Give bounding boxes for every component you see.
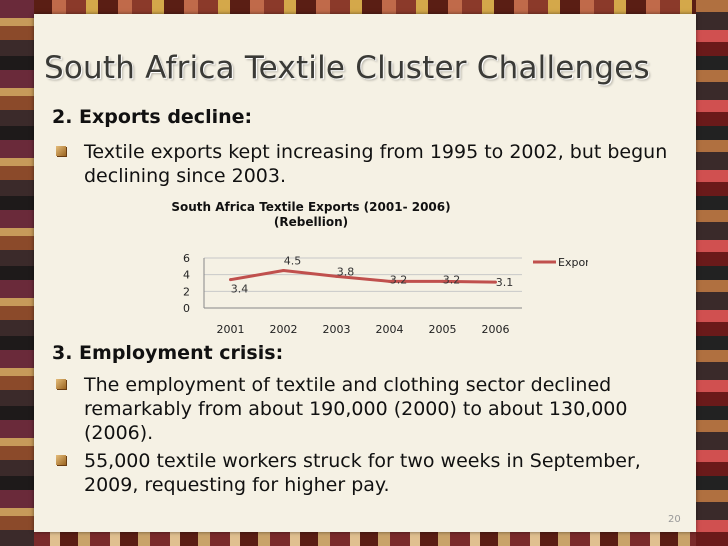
y-tick-label: 0: [183, 302, 190, 315]
legend-label: Exports: [558, 256, 588, 269]
exports-data-point: [282, 269, 285, 272]
bullet-icon: [56, 146, 66, 156]
bullet-text: The employment of textile and clothing s…: [84, 374, 628, 444]
exports-data-point: [441, 279, 444, 283]
bullet-text: Textile exports kept increasing from 199…: [84, 141, 668, 187]
chart-title-line-2: (Rebellion): [274, 215, 348, 229]
slide-panel: South Africa Textile Cluster Challenges …: [34, 14, 696, 532]
data-label: 3.2: [443, 273, 461, 286]
y-tick-label: 6: [183, 252, 190, 265]
decorative-frame-right: [696, 0, 728, 546]
decorative-frame-left: [0, 0, 34, 546]
data-label: 3.4: [231, 283, 249, 296]
exports-series-line: [230, 269, 496, 284]
section-heading-employment: 3. Employment crisis:: [52, 342, 284, 364]
bullet-icon: [56, 379, 66, 389]
chart-title-line-1: South Africa Textile Exports (2001- 2006…: [171, 200, 450, 214]
decorative-frame-top: [0, 0, 728, 14]
exports-data-point: [335, 274, 338, 278]
x-tick-label: 2002: [270, 323, 298, 336]
x-tick-label: 2005: [429, 323, 457, 336]
bullet-icon: [56, 455, 66, 465]
data-label: 3.1: [496, 276, 514, 289]
bullet-text: 55,000 textile workers struck for two we…: [84, 450, 641, 496]
section-heading-exports: 2. Exports decline:: [52, 106, 253, 128]
page-number: 20: [668, 514, 681, 525]
x-tick-label: 2006: [482, 323, 510, 336]
exports-data-point: [494, 280, 497, 284]
exports-data-point: [388, 279, 391, 283]
x-tick-label: 2004: [376, 323, 404, 336]
x-tick-label: 2001: [217, 323, 245, 336]
slide-title: South Africa Textile Cluster Challenges: [44, 50, 650, 86]
data-label: 3.2: [390, 273, 408, 286]
y-tick-label: 4: [183, 269, 190, 282]
exports-data-point: [229, 278, 232, 282]
y-tick-label: 2: [183, 285, 190, 298]
decorative-frame-bottom: [0, 532, 728, 546]
exports-line-chart: South Africa Textile Exports (2001- 2006…: [171, 200, 588, 336]
data-label: 4.5: [284, 255, 302, 268]
x-tick-label: 2003: [323, 323, 351, 336]
data-label: 3.8: [337, 265, 355, 278]
